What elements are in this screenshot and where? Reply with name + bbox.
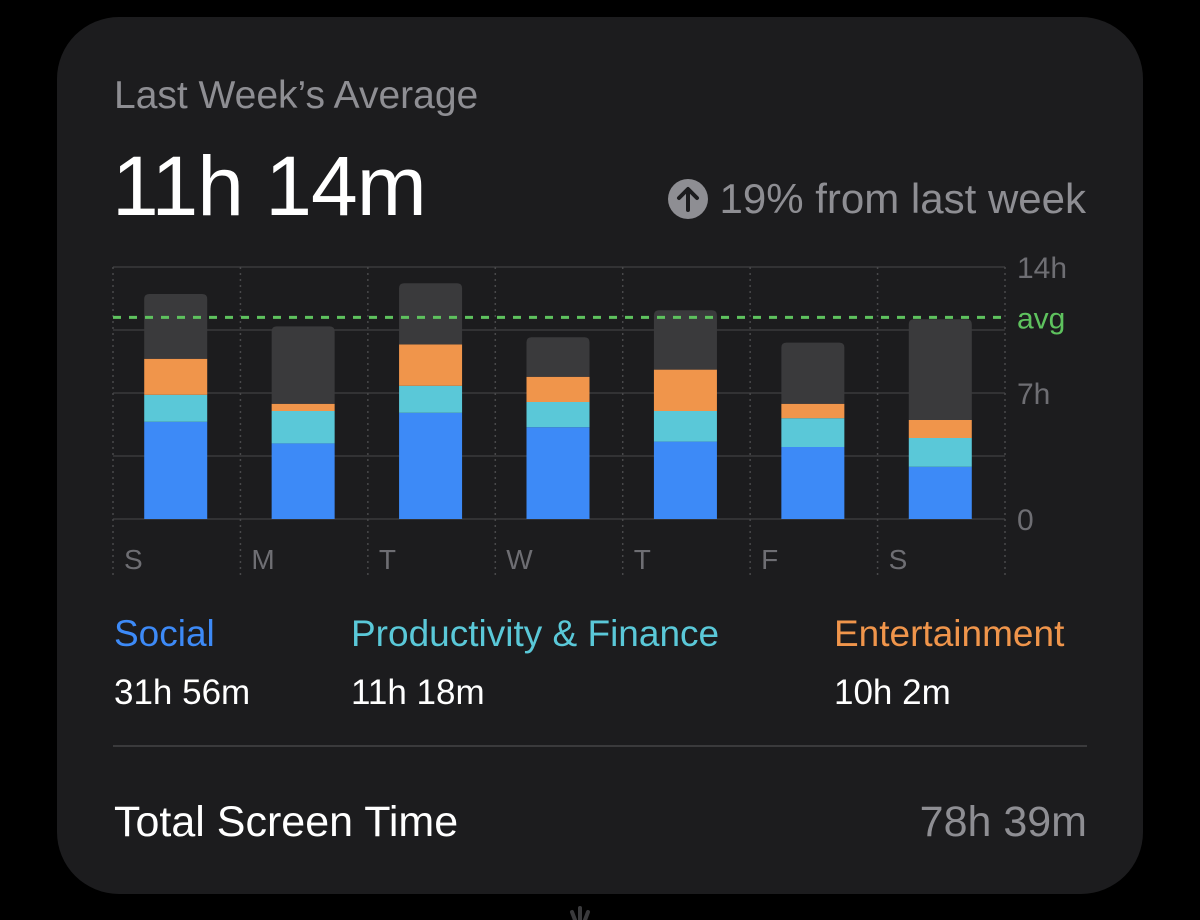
legend-social[interactable]: Social 31h 56m [114,613,250,713]
weekly-change: 19% from last week [667,175,1086,223]
x-tick-label-3: W [506,544,533,575]
legend-entertainment-name: Entertainment [834,613,1065,654]
bar-0-series-3 [144,294,208,359]
y-tick-label-0: 14h [1017,252,1067,285]
bar-6-series-2 [908,420,972,438]
x-tick-label-5: F [761,544,778,575]
arrow-up-circle-icon [667,179,708,219]
y-tick-label-1: 7h [1017,378,1050,411]
bar-3-series-3 [526,337,590,377]
x-tick-label-0: S [124,544,143,575]
bar-6-series-0 [908,466,972,519]
bar-5-series-0 [781,447,845,519]
bar-1-series-3 [271,326,335,404]
bar-5-series-3 [781,342,845,404]
bar-4-series-0 [653,441,717,519]
bar-2-series-1 [399,385,463,413]
grabber-icon [570,906,590,920]
bar-2-series-2 [399,344,463,386]
total-screen-time-label: Total Screen Time [114,798,459,846]
x-tick-label-1: M [251,544,274,575]
bar-6-series-3 [908,319,972,420]
bar-5-series-1 [781,418,845,447]
legend-productivity-name: Productivity & Finance [351,613,720,654]
average-label: avg [1017,302,1065,335]
bar-0-series-2 [144,358,208,395]
card-title: Last Week’s Average [114,74,479,117]
average-total: 11h 14m [112,139,427,233]
legend-social-value: 31h 56m [114,673,251,712]
bar-1-series-2 [271,403,335,411]
divider [113,745,1087,747]
bar-4-series-1 [653,411,717,442]
bar-0-series-0 [144,421,208,519]
x-tick-label-2: T [379,544,396,575]
bar-4-series-2 [653,369,717,411]
bar-3-series-2 [526,376,590,402]
y-tick-label-2: 0 [1017,504,1034,537]
legend-productivity-value: 11h 18m [351,673,485,712]
bar-3-series-1 [526,402,590,428]
legend-productivity[interactable]: Productivity & Finance 11h 18m [351,613,719,713]
legend-entertainment-value: 10h 2m [834,673,951,712]
total-screen-time-value: 78h 39m [919,798,1087,846]
bar-3-series-0 [526,427,590,519]
bar-5-series-2 [781,403,845,419]
bar-1-series-1 [271,411,335,444]
bar-6-series-1 [908,438,972,467]
bar-1-series-0 [271,443,335,519]
legend-entertainment[interactable]: Entertainment 10h 2m [834,613,1064,713]
legend-social-name: Social [114,613,215,654]
bar-2-series-0 [399,412,463,519]
bar-4-series-3 [653,310,717,370]
bar-0-series-1 [144,394,208,422]
bar-2-series-3 [399,283,463,345]
weekly-change-text: 19% from last week [719,175,1086,222]
x-tick-label-6: S [889,544,908,575]
x-tick-label-4: T [634,544,651,575]
